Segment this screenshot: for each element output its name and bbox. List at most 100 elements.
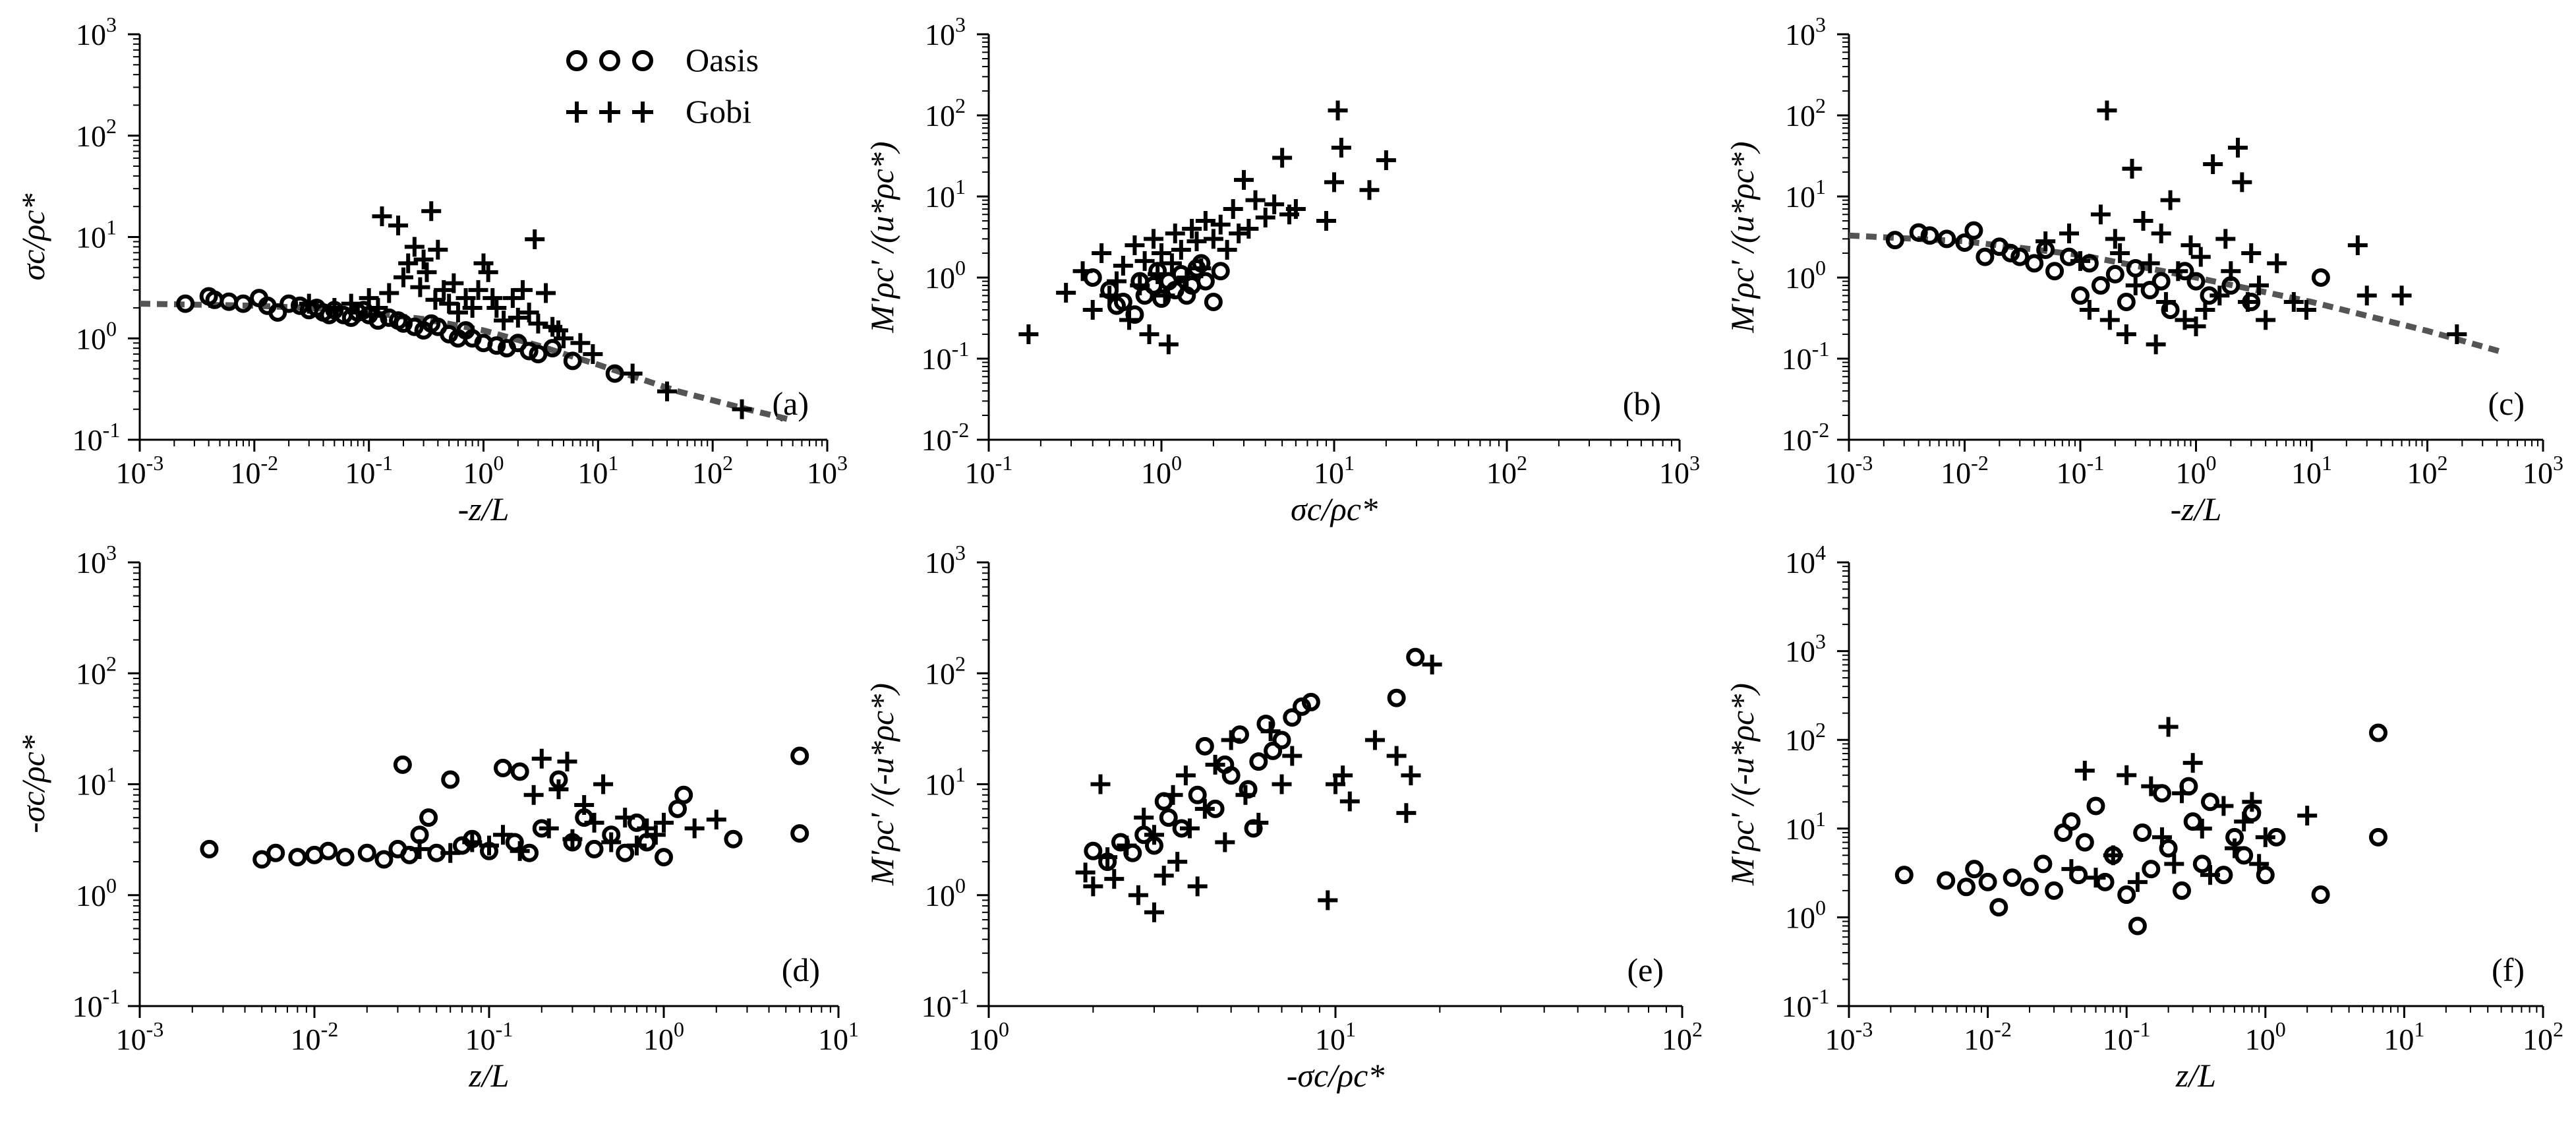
gobi-data-point	[1125, 235, 1145, 256]
oasis-data-point	[440, 324, 459, 343]
gobi-data-point	[2356, 285, 2377, 306]
oasis-data-point	[1188, 785, 1207, 804]
legend-oasis-marker	[599, 50, 620, 71]
oasis-data-point	[1195, 736, 1214, 756]
oasis-data-point	[2368, 723, 2387, 742]
oasis-data-point	[400, 845, 419, 864]
y-tick-label: 103	[1785, 13, 1826, 51]
y-axis-label: M'ρc' /(u*ρc*)	[1724, 141, 1761, 333]
gobi-data-point	[1223, 199, 1243, 220]
oasis-data-point	[543, 339, 562, 358]
chart-panel-4: 10-3 10-2 10-1 100 101 10-1 100 101 102 103 z/L -σc…	[15, 541, 859, 1094]
gobi-data-point	[1195, 211, 1215, 231]
x-tick-label: 100	[1141, 451, 1182, 490]
gobi-data-point	[1167, 852, 1188, 872]
legend-gobi-marker	[632, 102, 653, 123]
gobi-data-point	[1082, 299, 1103, 320]
gobi-data-point	[2158, 717, 2179, 737]
gobi-data-point	[732, 399, 752, 419]
gobi-data-point	[2283, 292, 2304, 313]
oasis-data-point	[2003, 868, 2022, 887]
gobi-data-point	[1217, 239, 1237, 260]
gobi-data-point	[299, 293, 319, 314]
gobi-data-point	[525, 229, 545, 249]
gobi-data-point	[2086, 868, 2106, 888]
y-axis-label: M'ρc' /(u*ρc*)	[864, 141, 900, 333]
oasis-data-point	[389, 311, 408, 330]
gobi-data-point	[468, 280, 488, 300]
gobi-data-point	[2079, 299, 2099, 320]
oasis-data-point	[1406, 647, 1425, 667]
oasis-data-point	[2311, 885, 2330, 905]
oasis-data-point	[2117, 885, 2136, 905]
gobi-data-point	[657, 381, 677, 402]
x-tick-label: 103	[1659, 451, 1700, 490]
legend: Oasis Gobi	[566, 42, 759, 130]
y-tick-label: 103	[76, 541, 117, 580]
oasis-data-point	[422, 314, 441, 333]
gobi-data-point	[539, 818, 559, 839]
gobi-data-point	[1134, 808, 1154, 828]
gobi-data-point	[1264, 194, 1285, 214]
gobi-data-point	[2215, 229, 2236, 249]
oasis-data-point	[1387, 688, 1406, 707]
oasis-data-point	[176, 294, 195, 313]
gobi-data-point	[601, 832, 622, 852]
gobi-data-point	[1324, 172, 1344, 193]
gobi-data-point	[439, 293, 459, 314]
gobi-data-point	[523, 785, 544, 805]
x-tick-label: 10-2	[1941, 451, 1989, 490]
oasis-data-point	[2117, 293, 2136, 312]
panel-label: (d)	[782, 951, 820, 988]
gobi-data-point	[1205, 754, 1225, 775]
gobi-data-point	[2234, 812, 2254, 832]
gobi-data-point	[584, 812, 604, 833]
oasis-data-point	[2086, 796, 2105, 816]
oasis-data-point	[419, 808, 438, 827]
oasis-data-point	[510, 762, 529, 781]
oasis-data-point	[655, 848, 673, 867]
gobi-data-point	[1148, 264, 1168, 284]
gobi-data-point	[519, 303, 539, 323]
x-tick-label: 101	[1314, 451, 1355, 490]
oasis-data-point	[1249, 752, 1268, 771]
gobi-data-point	[583, 344, 603, 365]
gobi-data-point	[2152, 827, 2172, 847]
y-tick-label: 102	[925, 651, 966, 690]
x-tick-label: 10-1	[2057, 451, 2105, 490]
oasis-data-point	[2128, 916, 2147, 936]
oasis-data-point	[2152, 272, 2171, 291]
y-axis-label: -σc/ρc*	[15, 735, 51, 833]
gobi-data-point	[1106, 271, 1127, 291]
gobi-data-point	[1092, 243, 1112, 263]
gobi-data-point	[444, 273, 464, 293]
gobi-data-point	[2213, 796, 2234, 816]
oasis-data-point	[2256, 866, 2275, 885]
oasis-data-point	[724, 829, 743, 849]
gobi-data-point	[2151, 223, 2171, 244]
oasis-data-point	[1107, 296, 1126, 315]
gobi-data-point	[1134, 251, 1155, 271]
gobi-data-point	[2237, 292, 2258, 313]
oasis-data-point	[1196, 272, 1215, 291]
gobi-data-point	[2190, 247, 2211, 267]
gobi-data-point	[2256, 310, 2276, 330]
gobi-data-point	[706, 810, 726, 830]
oasis-data-point	[627, 813, 646, 832]
oasis-data-point	[2091, 276, 2110, 295]
oasis-data-point	[1177, 286, 1196, 305]
gobi-data-point	[557, 752, 577, 772]
gobi-data-point	[1221, 730, 1241, 750]
oasis-data-point	[790, 746, 809, 765]
oasis-data-point	[1211, 262, 1230, 281]
oasis-data-point	[2034, 854, 2053, 874]
gobi-data-point	[2099, 310, 2120, 330]
oasis-data-point	[1885, 231, 1904, 250]
gobi-data-point	[2249, 854, 2269, 874]
gobi-data-point	[684, 818, 705, 839]
gobi-data-point	[462, 297, 483, 318]
gobi-data-point	[531, 748, 552, 769]
oasis-data-point	[2192, 854, 2211, 874]
gobi-data-point	[548, 779, 569, 800]
gobi-data-point	[2110, 243, 2130, 263]
